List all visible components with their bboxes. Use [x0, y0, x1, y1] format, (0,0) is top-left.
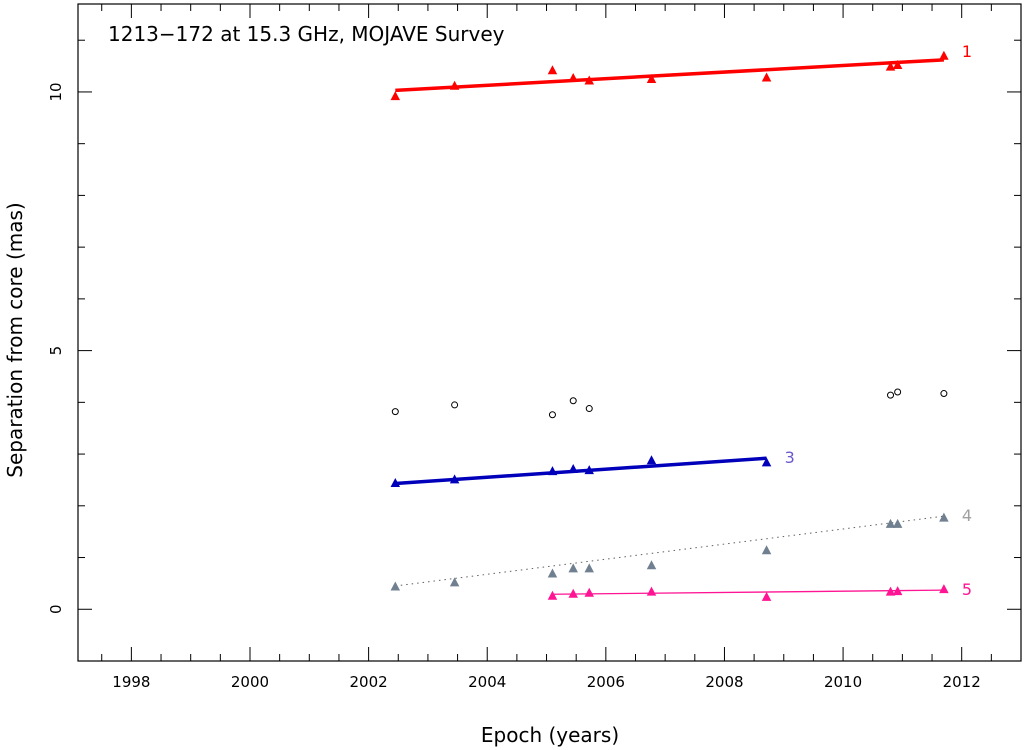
fit-line-series-3 — [395, 456, 767, 486]
data-point-series-3 — [584, 465, 594, 475]
data-point-series-5 — [584, 587, 594, 597]
plot-frame — [77, 3, 1022, 662]
data-point-series-3 — [761, 457, 772, 467]
data-point-unassigned — [548, 411, 556, 419]
data-point-unassigned — [585, 405, 593, 413]
fit-lines — [395, 58, 944, 595]
data-point-series-1 — [449, 80, 460, 90]
axis-ticks — [78, 4, 1022, 662]
data-point-series-4 — [547, 568, 558, 578]
data-point-unassigned — [569, 397, 577, 405]
data-point-unassigned — [894, 388, 902, 396]
data-points — [390, 50, 949, 601]
axis-tick-labels: 1998 2000 2002 2004 2006 2008 2010 2012 0 5 10 — [47, 82, 981, 691]
data-point-series-5 — [885, 586, 896, 596]
data-point-series-5 — [892, 586, 903, 596]
chart-title: 1213−172 at 15.3 GHz, MOJAVE Survey — [108, 22, 505, 46]
series-label: 5 — [962, 580, 972, 599]
data-point-series-4 — [761, 545, 772, 555]
data-point-series-1 — [584, 75, 594, 85]
x-axis-title: Epoch (years) — [481, 723, 619, 747]
x-tick-label: 2004 — [468, 673, 506, 691]
data-point-series-1 — [892, 60, 903, 70]
data-point-series-3 — [547, 466, 558, 476]
y-axis-title: Separation from core (mas) — [3, 202, 27, 477]
x-tick-label: 2008 — [705, 673, 743, 691]
data-point-series-5 — [568, 588, 578, 598]
data-point-series-3 — [646, 455, 657, 465]
x-tick-label: 2012 — [943, 673, 981, 691]
y-tick-label: 5 — [47, 346, 65, 356]
data-point-series-4 — [390, 581, 401, 591]
data-point-series-1 — [547, 65, 558, 75]
x-tick-label: 2006 — [587, 673, 625, 691]
data-point-series-1 — [885, 61, 896, 71]
data-point-series-4 — [646, 560, 657, 570]
data-point-series-4 — [892, 518, 903, 528]
y-tick-label: 0 — [47, 604, 65, 614]
data-point-series-3 — [390, 478, 401, 488]
data-point-series-5 — [761, 591, 772, 601]
fit-line-series-1 — [395, 58, 944, 93]
x-tick-label: 2000 — [231, 673, 269, 691]
data-point-unassigned — [391, 408, 399, 416]
data-point-series-1 — [761, 72, 772, 82]
series-labels: 1 3 4 5 — [785, 42, 973, 599]
data-point-series-5 — [939, 584, 949, 594]
x-tick-label: 2010 — [824, 673, 862, 691]
x-tick-label: 1998 — [112, 673, 150, 691]
data-point-series-4 — [885, 518, 896, 528]
data-point-unassigned — [451, 401, 459, 409]
data-point-series-1 — [568, 72, 578, 82]
y-tick-label: 10 — [47, 82, 65, 101]
data-point-series-5 — [646, 586, 657, 596]
data-point-series-1 — [646, 73, 657, 83]
series-label: 3 — [785, 448, 795, 467]
fit-line-series-5 — [552, 589, 944, 595]
data-point-unassigned — [940, 390, 948, 398]
fit-line-series-4 — [395, 515, 944, 587]
data-point-series-1 — [939, 50, 949, 60]
data-point-series-1 — [390, 91, 401, 101]
series-label: 4 — [962, 506, 972, 525]
data-point-series-3 — [568, 464, 578, 474]
series-label: 1 — [962, 42, 972, 61]
data-point-series-4 — [568, 563, 578, 573]
data-point-series-4 — [584, 563, 594, 573]
data-point-series-4 — [449, 577, 460, 587]
data-point-unassigned — [887, 391, 895, 399]
data-point-series-5 — [547, 590, 558, 600]
x-tick-label: 2002 — [350, 673, 388, 691]
data-point-series-3 — [449, 474, 460, 484]
data-point-series-4 — [939, 512, 949, 522]
